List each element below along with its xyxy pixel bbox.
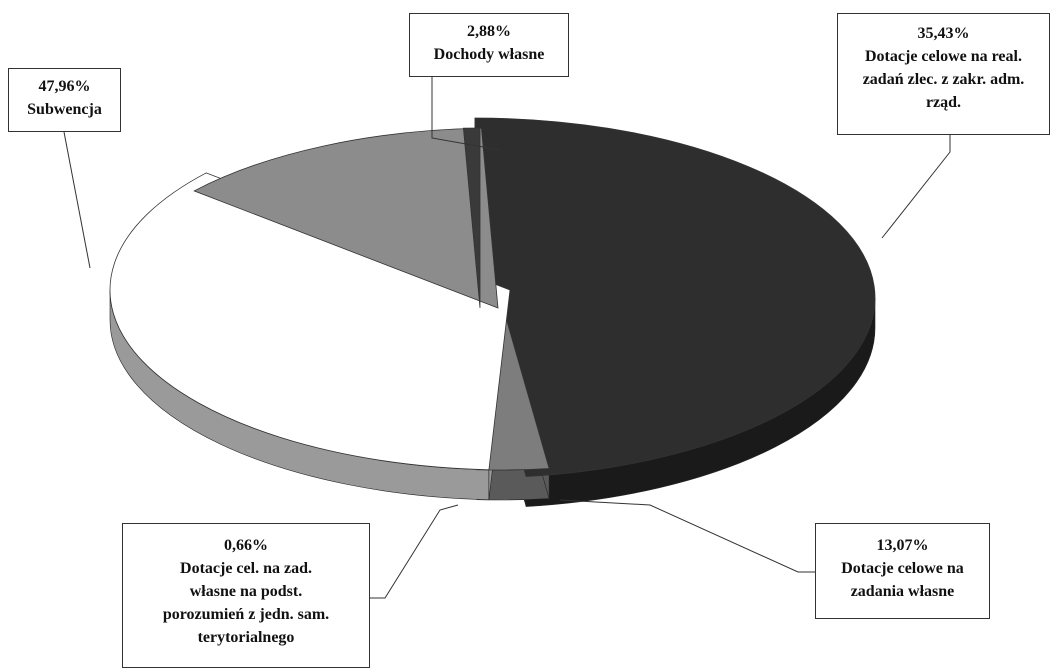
leader-line-dotacje-wlasne [559, 499, 815, 573]
leader-line-subwencja [63, 131, 91, 269]
leader-line-dochody [431, 77, 501, 151]
label-dochody-wlasne: 2,88% Dochody własne [409, 13, 569, 77]
leader-line-dotacje-adm [881, 135, 951, 239]
pie-slice-dotacje-wlasne [193, 127, 499, 309]
pie-slice-dotacje-porozumien [462, 127, 481, 309]
pie-slice-subwencja [474, 117, 876, 477]
pie-tops [109, 117, 876, 477]
leader-line-dotacje-porozumien [370, 504, 459, 599]
label-dotacje-adm: 35,43% Dotacje celowe na real. zadań zle… [837, 13, 1050, 135]
label-dotacje-porozumien: 0,66% Dotacje cel. na zad. własne na pod… [122, 523, 370, 668]
pie-slice-dotacje-adm [109, 172, 511, 471]
label-dotacje-wlasne: 13,07% Dotacje celowe na zadania własne [815, 523, 990, 619]
label-subwencja: 47,96% Subwencja [8, 68, 121, 132]
leader-lines [63, 77, 951, 599]
